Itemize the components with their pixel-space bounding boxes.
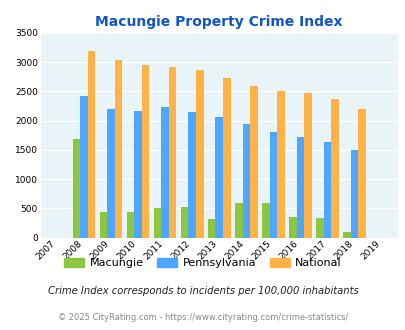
Bar bbox=[99, 213, 107, 238]
Bar bbox=[188, 112, 196, 238]
Text: Crime Index corresponds to incidents per 100,000 inhabitants: Crime Index corresponds to incidents per… bbox=[47, 286, 358, 296]
Bar bbox=[72, 139, 80, 238]
Text: © 2025 CityRating.com - https://www.cityrating.com/crime-statistics/: © 2025 CityRating.com - https://www.city… bbox=[58, 313, 347, 322]
Bar bbox=[315, 218, 323, 238]
Bar bbox=[296, 137, 303, 238]
Bar bbox=[168, 68, 176, 238]
Bar bbox=[222, 78, 230, 238]
Bar bbox=[207, 219, 215, 238]
Bar bbox=[80, 96, 87, 238]
Bar bbox=[330, 99, 338, 238]
Bar bbox=[350, 150, 358, 238]
Bar bbox=[269, 132, 277, 238]
Bar bbox=[342, 232, 350, 238]
Bar bbox=[261, 203, 269, 238]
Bar bbox=[161, 107, 168, 238]
Bar bbox=[107, 109, 115, 238]
Bar bbox=[234, 203, 242, 238]
Bar bbox=[303, 93, 311, 238]
Bar bbox=[323, 142, 330, 238]
Bar bbox=[141, 65, 149, 238]
Bar bbox=[87, 50, 95, 238]
Bar bbox=[115, 60, 122, 238]
Bar bbox=[249, 85, 257, 238]
Bar bbox=[153, 208, 161, 238]
Bar bbox=[288, 217, 296, 238]
Bar bbox=[126, 213, 134, 238]
Bar bbox=[215, 117, 222, 238]
Title: Macungie Property Crime Index: Macungie Property Crime Index bbox=[95, 15, 342, 29]
Bar bbox=[196, 70, 203, 238]
Bar bbox=[180, 207, 188, 238]
Legend: Macungie, Pennsylvania, National: Macungie, Pennsylvania, National bbox=[60, 253, 345, 273]
Bar bbox=[277, 91, 284, 238]
Bar bbox=[242, 124, 249, 238]
Bar bbox=[134, 111, 141, 238]
Bar bbox=[358, 109, 365, 238]
